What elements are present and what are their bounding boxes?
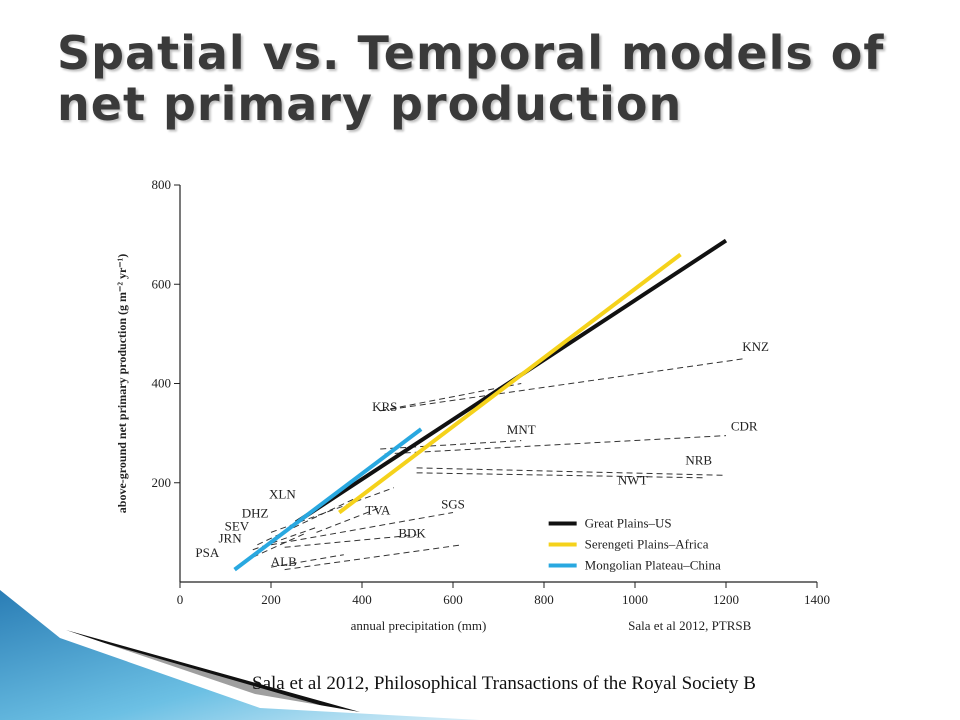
site-line-nrb: [416, 467, 727, 476]
x-tick-label: 0: [177, 592, 184, 607]
site-label-xln: XLN: [269, 487, 296, 502]
site-line-dhz: [257, 494, 363, 546]
site-line-cdr: [384, 435, 727, 455]
site-label-nrb: NRB: [685, 452, 712, 467]
series-line-1: [338, 252, 682, 515]
site-label-knz: KNZ: [742, 339, 769, 354]
site-label-mnt: MNT: [507, 422, 536, 437]
x-tick-label: 1200: [713, 592, 739, 607]
npp-chart: 0 200 400 600 800 1000 1200 1400 200 400 600 800 ann…: [115, 177, 830, 633]
y-tick-label: 800: [152, 177, 172, 192]
x-tick-label: 800: [534, 592, 554, 607]
site-line-sgs: [270, 512, 454, 546]
x-tick-label: 400: [352, 592, 372, 607]
x-tick-label: 200: [261, 592, 281, 607]
title-container: Spatial vs. Temporal models of net prima…: [57, 28, 937, 129]
site-label-sgs: SGS: [441, 497, 465, 512]
site-label-dhz: DHZ: [242, 505, 269, 520]
site-line-krs: [380, 383, 522, 412]
site-line-tva: [316, 507, 381, 533]
series-line-2: [233, 427, 423, 572]
white-box-shape: [62, 590, 102, 637]
site-label-krs: KRS: [372, 399, 397, 414]
site-label-sev: SEV: [225, 518, 250, 533]
x-tick-label: 1400: [804, 592, 830, 607]
site-label-cdr: CDR: [731, 419, 758, 434]
footer-citation: Sala et al 2012, Philosophical Transacti…: [252, 673, 756, 694]
y-axis-label: above-ground net primary production (g m…: [115, 254, 129, 513]
site-line-mnt: [380, 440, 522, 450]
site-line-nwt: [416, 472, 704, 479]
legend-label-0: Great Plains–US: [585, 515, 672, 530]
site-label-nwt: NWT: [618, 473, 648, 488]
site-line-knz: [380, 358, 745, 412]
site-label-jrn: JRN: [218, 530, 242, 545]
blue-ribbon-shape: [0, 590, 480, 720]
site-line-bdk: [284, 534, 417, 548]
site-line-alb: [284, 544, 463, 571]
site-label-alb: ALB: [271, 554, 297, 569]
legend-label-2: Mongolian Plateau–China: [585, 557, 721, 572]
corner-decoration: [0, 590, 480, 720]
y-tick-label: 200: [152, 475, 172, 490]
site-label-tva: TVA: [365, 503, 391, 518]
y-tick-label: 600: [152, 276, 172, 291]
source-note: Sala et al 2012, PTRSB: [628, 618, 751, 633]
white-arrow-stripe: [80, 636, 330, 708]
site-line-psa: [270, 554, 344, 568]
x-tick-label: 1000: [622, 592, 648, 607]
y-tick-label: 400: [152, 376, 172, 391]
black-arrow-shape: [66, 630, 360, 712]
site-label-psa: PSA: [195, 545, 219, 560]
x-axis-label: annual precipitation (mm): [351, 618, 487, 633]
legend-label-1: Serengeti Plains–Africa: [585, 536, 709, 551]
site-label-bdk: BDK: [398, 525, 426, 540]
x-tick-label: 600: [443, 592, 463, 607]
slide-title: Spatial vs. Temporal models of net prima…: [57, 26, 885, 131]
